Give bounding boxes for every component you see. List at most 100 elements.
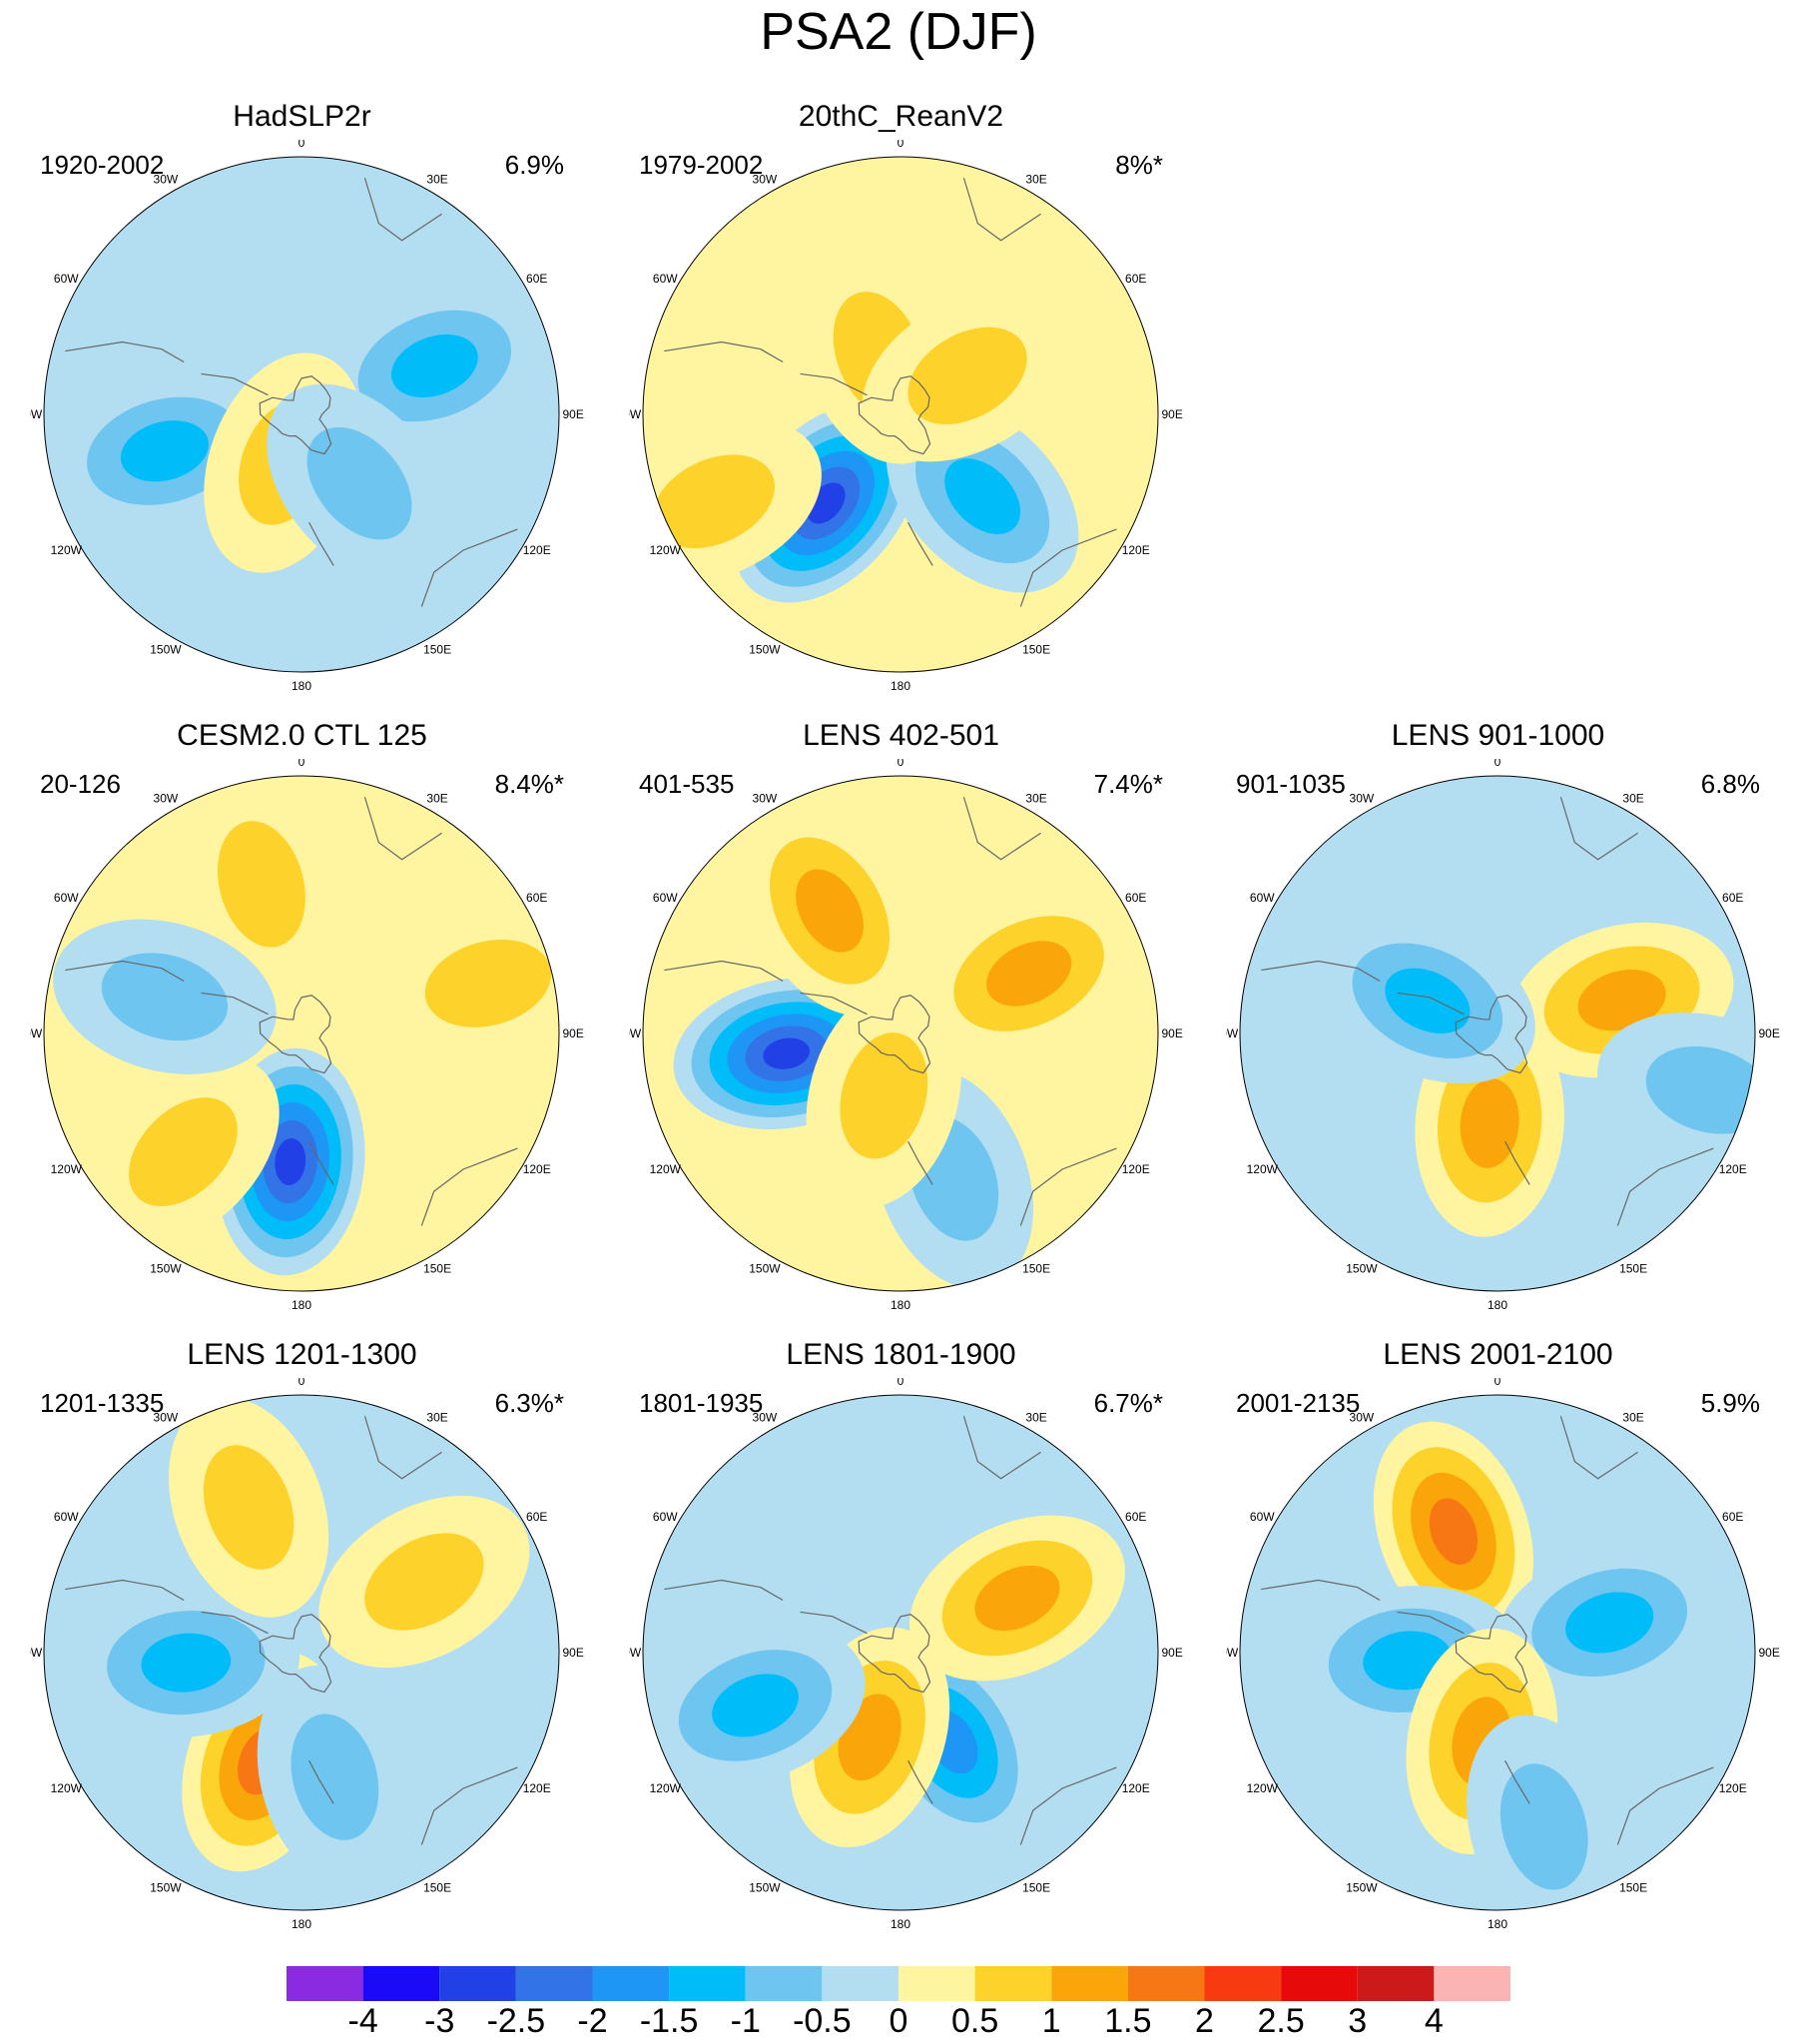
australia-coastline	[420, 1766, 518, 1845]
new-zealand-coastline	[308, 1759, 334, 1804]
map-border	[1239, 775, 1756, 1292]
panel-variance: 8%*	[1115, 150, 1163, 180]
africa-coastline	[1559, 797, 1638, 861]
antarctica-coastline	[259, 1614, 332, 1694]
map-panel: LENS 901-1000 901-1035 6.8% 0 30E 60E 90E 120E 1…	[1226, 719, 1797, 1318]
australia-coastline	[420, 528, 518, 607]
longitude-label: 30E	[426, 1410, 447, 1424]
colorbar-tick-label: 0.5	[950, 2002, 999, 2040]
longitude-label: 180	[292, 1917, 311, 1931]
polar-map: 0 30E 60E 90E 120E 150E 180 150W 120W 90W 60W 30W	[30, 1378, 584, 1931]
negative-anomaly	[1319, 918, 1535, 1084]
longitude-label: 150E	[1022, 1262, 1050, 1276]
map-border	[1239, 1394, 1756, 1911]
colorbar-swatch	[974, 1966, 1052, 2001]
colorbar-tick-label: 1.5	[1104, 2002, 1152, 2040]
longitude-label: 0	[299, 1378, 305, 1388]
panel-period: 1801-1935	[639, 1388, 764, 1418]
contour-band	[424, 940, 552, 1027]
longitude-label: 120W	[51, 543, 83, 557]
panel-title: LENS 901-1000	[1391, 719, 1605, 752]
panel-period: 401-535	[639, 769, 735, 799]
longitude-label: 150W	[150, 1262, 182, 1276]
south-america-coastline	[65, 960, 185, 983]
antarctica-coastline	[858, 375, 931, 455]
contour-band	[986, 941, 1072, 1007]
longitude-label: 30W	[154, 172, 179, 186]
panel-period: 1201-1335	[40, 1388, 165, 1418]
longitude-label: 0	[898, 140, 904, 150]
longitude-label: 180	[891, 1917, 910, 1931]
negative-anomaly	[267, 383, 452, 583]
longitude-label: 0	[898, 1378, 904, 1388]
longitude-label: 120E	[1122, 543, 1150, 557]
panel-title: LENS 402-501	[803, 719, 999, 752]
africa-coastline	[962, 797, 1041, 861]
longitude-label: 60E	[1125, 272, 1146, 286]
longitude-label: 30E	[426, 791, 447, 805]
longitude-label: 30W	[154, 791, 179, 805]
longitude-label: 60W	[1250, 1510, 1275, 1524]
longitude-label: 150W	[150, 643, 182, 657]
colorbar-swatch	[362, 1966, 440, 2001]
contour-band	[1429, 1498, 1479, 1566]
positive-anomaly	[87, 1055, 280, 1248]
polar-map: 0 30E 60E 90E 120E 150E 180 150W 120W 90W 60W 30W	[1226, 1378, 1780, 1931]
contour-band	[1577, 970, 1666, 1031]
australia-coastline	[1616, 1766, 1714, 1845]
map-border	[43, 775, 560, 1292]
panel-period: 901-1035	[1236, 769, 1346, 799]
colorbar-swatch	[1357, 1966, 1435, 2001]
positive-anomaly	[790, 1627, 950, 1847]
longitude-label: 180	[292, 1298, 311, 1312]
colorbar-tick-label: -4	[347, 2002, 378, 2040]
australia-coastline	[1616, 1147, 1714, 1226]
longitude-label: 120E	[523, 1781, 551, 1795]
contour-band	[1565, 1592, 1654, 1654]
longitude-label: 60E	[1125, 1510, 1146, 1524]
longitude-label: 150E	[1022, 643, 1050, 657]
longitude-label: 120W	[650, 543, 682, 557]
antarctica-coastline	[858, 995, 931, 1074]
contour-band	[291, 1713, 379, 1840]
antarctica-coastline	[1455, 995, 1528, 1074]
south-america-coastline	[664, 341, 784, 363]
longitude-label: 150E	[1022, 1881, 1050, 1895]
longitude-label: 60W	[54, 1510, 79, 1524]
contour-band	[1645, 1045, 1755, 1134]
africa-coastline	[363, 797, 442, 861]
longitude-label: 60E	[526, 1510, 547, 1524]
longitude-label: 90W	[629, 1646, 642, 1660]
contour-band	[1460, 1078, 1519, 1168]
contour-band	[796, 869, 864, 953]
longitude-label: 0	[299, 759, 305, 769]
antarctica-coastline	[1455, 1614, 1528, 1694]
longitude-label: 30E	[1025, 172, 1046, 186]
new-zealand-coastline	[308, 521, 334, 566]
positive-anomaly	[908, 1515, 1125, 1682]
negative-anomaly	[53, 919, 277, 1074]
polar-map: 0 30E 60E 90E 120E 150E 180 150W 120W 90W 60W 30W	[30, 759, 584, 1312]
longitude-label: 90E	[563, 1026, 584, 1040]
longitude-label: 150W	[749, 643, 781, 657]
new-zealand-coastline	[907, 521, 933, 566]
new-zealand-coastline	[1504, 1759, 1530, 1804]
contour-band	[1499, 1763, 1588, 1890]
colorbar-tick-label: 0	[889, 2002, 908, 2040]
longitude-label: 30E	[1025, 791, 1046, 805]
colorbar-swatch	[1281, 1966, 1358, 2001]
colorbar-tick-label: 3	[1348, 2002, 1368, 2040]
longitude-label: 150W	[150, 1881, 182, 1895]
longitude-label: 90W	[1226, 1646, 1239, 1660]
polar-map: 0 30E 60E 90E 120E 150E 180 150W 120W 90W 60W 30W	[30, 140, 584, 693]
longitude-label: 120W	[51, 1162, 83, 1176]
contour-band	[364, 1533, 484, 1631]
colorbar-swatch	[822, 1966, 898, 2001]
panel-variance: 8.4%*	[494, 769, 564, 799]
colorbar-tick-label: -1	[730, 2002, 761, 2040]
positive-anomaly	[184, 776, 339, 997]
longitude-label: 150E	[1619, 1881, 1647, 1895]
colorbar-swatch	[592, 1966, 670, 2001]
longitude-label: 30E	[1025, 1410, 1046, 1424]
colorbar-swatch	[515, 1966, 593, 2001]
